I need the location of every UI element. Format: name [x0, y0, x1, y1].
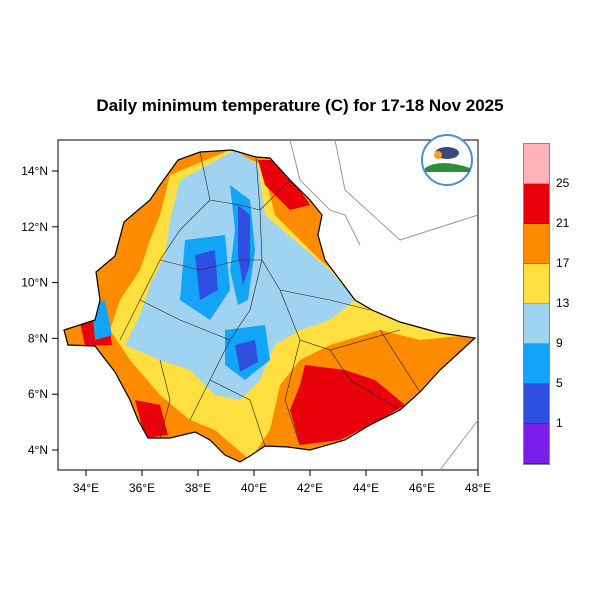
colorbar-box [524, 224, 549, 264]
lat-tick-label: 6°N [28, 387, 48, 401]
lat-tick-label: 8°N [28, 331, 48, 345]
colorbar-label: 13 [556, 296, 570, 310]
lat-tick-label: 14°N [21, 164, 48, 178]
chart-title: Daily minimum temperature (C) for 17-18 … [96, 96, 504, 115]
colorbar-box [524, 304, 549, 344]
lat-tick-label: 4°N [28, 443, 48, 457]
colorbar-label: 17 [556, 256, 570, 270]
lon-tick-label: 46°E [409, 481, 435, 495]
colorbar-box [524, 144, 549, 184]
neighbor-border [289, 139, 361, 246]
colorbar-label: 1 [556, 416, 563, 430]
lat-tick-label: 10°N [21, 276, 48, 290]
lon-tick-label: 34°E [73, 481, 99, 495]
colorbar-box [524, 424, 549, 464]
lon-tick-label: 36°E [129, 481, 155, 495]
colorbar-label: 25 [556, 176, 570, 190]
colorbar-label: 9 [556, 336, 563, 350]
colorbar-box [524, 264, 549, 304]
coastline [334, 139, 479, 241]
lon-tick-label: 40°E [241, 481, 267, 495]
colorbar-label: 21 [556, 216, 570, 230]
lon-tick-label: 48°E [465, 481, 491, 495]
neighbor-border [439, 419, 479, 471]
lon-tick-label: 42°E [297, 481, 323, 495]
lon-tick-label: 38°E [185, 481, 211, 495]
colorbar-box [524, 384, 549, 424]
colorbar-box [524, 344, 549, 384]
colorbar [523, 143, 550, 465]
colorbar-box [524, 184, 549, 224]
admin-boundaries [119, 151, 421, 447]
lon-tick-label: 44°E [353, 481, 379, 495]
logo [421, 134, 473, 186]
colorbar-label: 5 [556, 376, 563, 390]
lat-tick-label: 12°N [21, 220, 48, 234]
